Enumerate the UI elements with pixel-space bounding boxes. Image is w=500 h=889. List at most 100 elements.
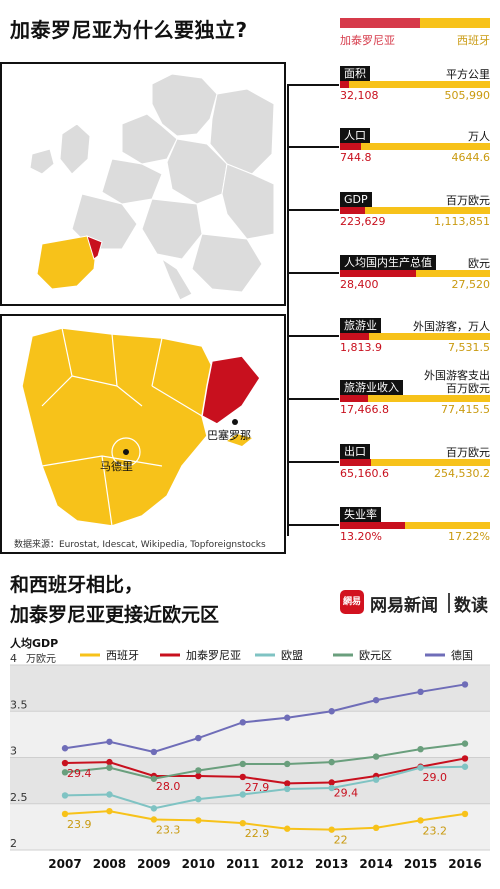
madrid-label: 马德里 — [100, 459, 133, 473]
data-point — [239, 819, 246, 827]
data-point — [461, 755, 469, 762]
data-point — [106, 738, 113, 745]
connector-tick — [287, 461, 339, 463]
stat-bar — [340, 395, 490, 402]
section-title-line1: 和西班牙相比， — [10, 574, 144, 596]
x-tick-label: 2016 — [448, 857, 481, 871]
y-axis-label: 人均GDP — [10, 636, 58, 650]
stat-unit: 外国游客支出 百万欧元 — [424, 369, 490, 395]
legend-label-spain: 西班牙 — [457, 34, 490, 47]
logo-suffix: 数读 — [454, 596, 488, 616]
data-point — [328, 708, 335, 715]
stat-bar — [340, 333, 490, 340]
x-tick-label: 2007 — [48, 857, 81, 871]
data-point — [461, 810, 469, 818]
logo-name: 网易新闻 — [370, 596, 438, 616]
stat-value-spain: 505,990 — [444, 89, 491, 102]
series-line — [64, 683, 466, 753]
stat-value-catalonia: 28,400 — [340, 278, 379, 291]
data-point — [150, 748, 158, 756]
data-label: 23.9 — [67, 818, 92, 831]
stat-label: 旅游业收入 — [340, 380, 403, 395]
data-point — [461, 681, 469, 688]
madrid-dot — [123, 449, 129, 455]
connector-tick — [287, 146, 339, 148]
stat-label: 失业率 — [340, 507, 381, 522]
legend-label-catalonia: 加泰罗尼亚 — [340, 34, 395, 47]
y-tick-label: 2.5 — [10, 791, 28, 804]
barcelona-label: 巴塞罗那 — [207, 428, 251, 442]
spain-shape — [36, 235, 98, 290]
spain-map: 马德里 巴塞罗那 — [21, 327, 261, 527]
data-point — [195, 734, 202, 742]
stat-unit: 平方公里 — [446, 68, 490, 81]
data-point — [195, 817, 202, 824]
stat-bar-spain — [369, 333, 490, 340]
stat-bar-spain — [367, 395, 490, 402]
stat-bar-catalonia — [340, 270, 417, 277]
stat-bar-spain — [416, 270, 490, 277]
y-tick-label: 2 — [10, 837, 17, 850]
data-point — [328, 784, 335, 792]
chart-band — [10, 665, 490, 712]
connector-tick — [287, 398, 339, 400]
data-label: 29.0 — [423, 771, 448, 784]
data-point — [328, 826, 335, 833]
legend-bar-catalonia — [340, 18, 420, 28]
data-point — [461, 763, 469, 770]
stat-bar — [340, 207, 490, 214]
data-point — [150, 816, 158, 823]
stat-unit: 外国游客，万人 — [413, 320, 490, 333]
stat-value-spain: 27,520 — [451, 278, 491, 291]
stat-value-catalonia: 32,108 — [340, 89, 379, 102]
data-point — [150, 775, 158, 782]
barcelona-dot — [232, 419, 238, 425]
data-point — [195, 767, 202, 774]
x-tick-label: 2010 — [182, 857, 215, 871]
stat-label: 旅游业 — [340, 318, 381, 333]
page-title: 加泰罗尼亚为什么要独立? — [10, 18, 248, 42]
data-point — [284, 714, 291, 721]
legend-entry: 德国 — [451, 648, 473, 662]
spain-regions — [21, 327, 218, 527]
data-point — [195, 772, 202, 780]
y-tick-label: 3 — [10, 745, 17, 758]
x-tick-label: 2011 — [226, 857, 259, 871]
data-point — [239, 773, 246, 781]
data-label: 22.9 — [245, 827, 270, 840]
stat-bar-catalonia — [340, 395, 368, 402]
stat-value-catalonia: 13.20% — [340, 530, 382, 543]
stat-bar-spain — [370, 459, 490, 466]
data-point — [61, 792, 69, 799]
connector-tick — [287, 524, 339, 526]
stat-bar-catalonia — [340, 459, 371, 466]
series-line — [64, 757, 466, 785]
stat-value-catalonia: 744.8 — [340, 151, 372, 164]
legend-entry: 加泰罗尼亚 — [186, 648, 241, 662]
stat-bar-catalonia — [340, 333, 370, 340]
data-point — [239, 760, 246, 768]
y-tick-label: 4 — [10, 652, 17, 665]
europe-map — [29, 73, 275, 301]
stat-bar-catalonia — [340, 522, 406, 529]
data-point — [61, 759, 69, 767]
stat-value-spain: 1,113,851 — [434, 215, 490, 228]
data-point — [106, 764, 113, 771]
data-point — [106, 807, 113, 815]
spain-map-panel: 马德里 巴塞罗那 — [0, 314, 286, 554]
data-label: 29.4 — [334, 786, 359, 799]
stat-value-spain: 254,530.2 — [434, 467, 490, 480]
stat-label: GDP — [340, 192, 372, 207]
data-point — [328, 758, 335, 766]
connector-tick — [287, 272, 339, 274]
data-point — [61, 769, 69, 776]
section-title-line2: 加泰罗尼亚更接近欧元区 — [10, 604, 220, 626]
stat-bar-catalonia — [340, 81, 349, 88]
data-point — [461, 740, 469, 747]
data-point — [372, 824, 380, 831]
europe-map-panel — [0, 62, 286, 306]
x-tick-label: 2014 — [359, 857, 392, 871]
stat-label: 出口 — [340, 444, 370, 459]
data-point — [417, 745, 424, 753]
connector-tick — [287, 84, 339, 86]
